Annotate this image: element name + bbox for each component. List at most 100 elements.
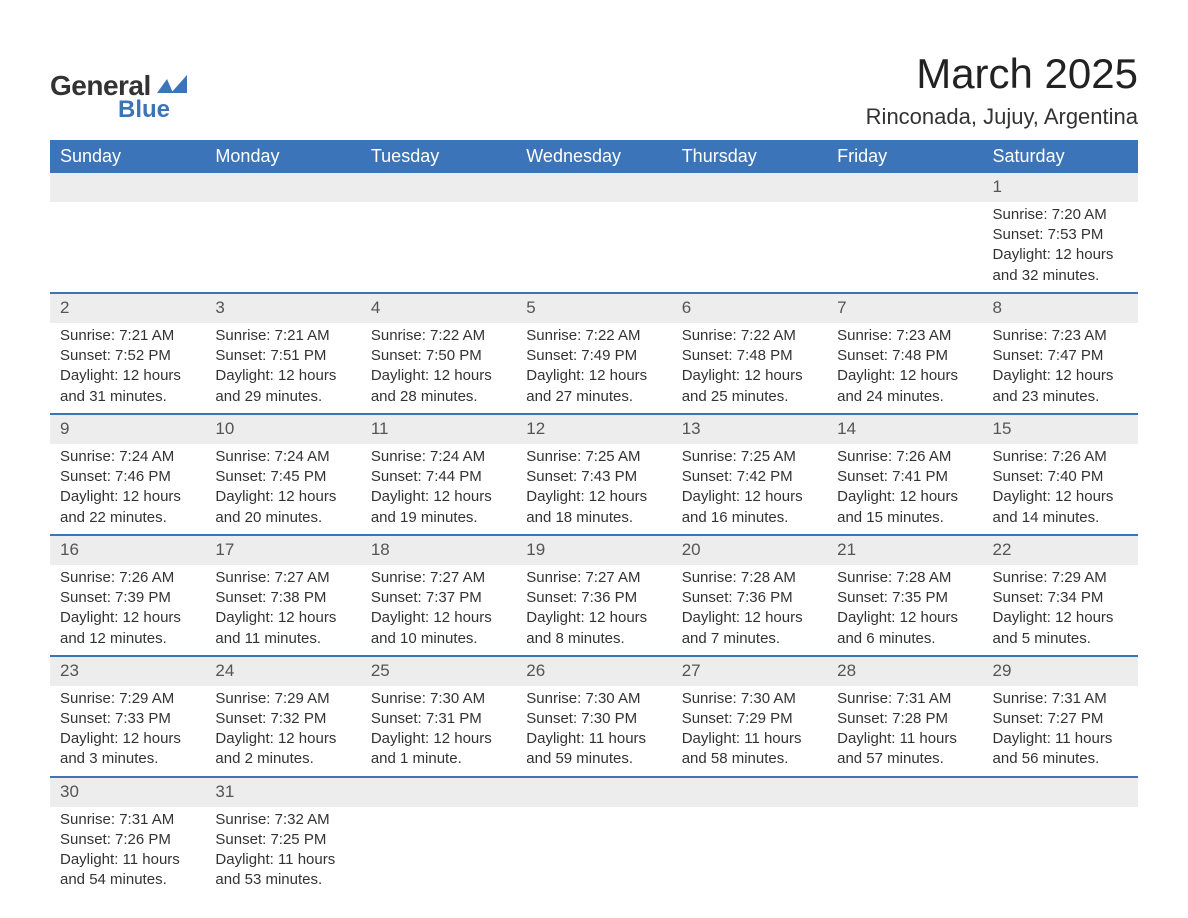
- day-number-cell: [361, 777, 516, 807]
- day-number-cell: [516, 173, 671, 202]
- day-number-cell: 3: [205, 293, 360, 323]
- day-number-cell: 21: [827, 535, 982, 565]
- daylight-text-1: Daylight: 12 hours: [526, 608, 661, 628]
- day-data-cell: Sunrise: 7:22 AMSunset: 7:48 PMDaylight:…: [672, 323, 827, 414]
- daylight-text-2: and 3 minutes.: [60, 749, 195, 769]
- daylight-text-1: Daylight: 12 hours: [371, 366, 506, 386]
- sunset-text: Sunset: 7:42 PM: [682, 467, 817, 487]
- day-number-cell: 8: [983, 293, 1138, 323]
- daylight-text-2: and 6 minutes.: [837, 629, 972, 649]
- sunrise-text: Sunrise: 7:27 AM: [371, 568, 506, 588]
- day-data-cell: [205, 202, 360, 293]
- daylight-text-1: Daylight: 11 hours: [526, 729, 661, 749]
- day-number-cell: 19: [516, 535, 671, 565]
- day-number-cell: 7: [827, 293, 982, 323]
- day-data-cell: Sunrise: 7:21 AMSunset: 7:51 PMDaylight:…: [205, 323, 360, 414]
- day-data-cell: Sunrise: 7:26 AMSunset: 7:40 PMDaylight:…: [983, 444, 1138, 535]
- week-data-row: Sunrise: 7:31 AMSunset: 7:26 PMDaylight:…: [50, 807, 1138, 897]
- location-subtitle: Rinconada, Jujuy, Argentina: [866, 104, 1138, 130]
- day-number-cell: 31: [205, 777, 360, 807]
- day-number-cell: 13: [672, 414, 827, 444]
- day-data-cell: Sunrise: 7:28 AMSunset: 7:35 PMDaylight:…: [827, 565, 982, 656]
- week-number-row: 2345678: [50, 293, 1138, 323]
- sunset-text: Sunset: 7:45 PM: [215, 467, 350, 487]
- daylight-text-2: and 20 minutes.: [215, 508, 350, 528]
- day-number-cell: [827, 173, 982, 202]
- sunset-text: Sunset: 7:43 PM: [526, 467, 661, 487]
- day-number-cell: 14: [827, 414, 982, 444]
- weekday-header: Saturday: [983, 140, 1138, 173]
- day-data-cell: Sunrise: 7:22 AMSunset: 7:50 PMDaylight:…: [361, 323, 516, 414]
- day-data-cell: [827, 202, 982, 293]
- sunrise-text: Sunrise: 7:22 AM: [526, 326, 661, 346]
- day-data-cell: Sunrise: 7:30 AMSunset: 7:31 PMDaylight:…: [361, 686, 516, 777]
- day-number-cell: 1: [983, 173, 1138, 202]
- sunrise-text: Sunrise: 7:24 AM: [371, 447, 506, 467]
- sunrise-text: Sunrise: 7:22 AM: [682, 326, 817, 346]
- sunset-text: Sunset: 7:48 PM: [837, 346, 972, 366]
- day-data-cell: [361, 202, 516, 293]
- day-data-cell: Sunrise: 7:29 AMSunset: 7:33 PMDaylight:…: [50, 686, 205, 777]
- sunrise-text: Sunrise: 7:27 AM: [526, 568, 661, 588]
- sunset-text: Sunset: 7:46 PM: [60, 467, 195, 487]
- weekday-header-row: SundayMondayTuesdayWednesdayThursdayFrid…: [50, 140, 1138, 173]
- sunrise-text: Sunrise: 7:24 AM: [60, 447, 195, 467]
- day-number-cell: 28: [827, 656, 982, 686]
- daylight-text-2: and 8 minutes.: [526, 629, 661, 649]
- day-number-cell: 22: [983, 535, 1138, 565]
- daylight-text-2: and 29 minutes.: [215, 387, 350, 407]
- day-number-cell: 11: [361, 414, 516, 444]
- day-data-cell: Sunrise: 7:32 AMSunset: 7:25 PMDaylight:…: [205, 807, 360, 897]
- day-number-cell: 6: [672, 293, 827, 323]
- sunset-text: Sunset: 7:27 PM: [993, 709, 1128, 729]
- sunset-text: Sunset: 7:29 PM: [682, 709, 817, 729]
- daylight-text-1: Daylight: 12 hours: [837, 487, 972, 507]
- day-number-cell: [827, 777, 982, 807]
- day-number-cell: [205, 173, 360, 202]
- sunset-text: Sunset: 7:47 PM: [993, 346, 1128, 366]
- daylight-text-2: and 27 minutes.: [526, 387, 661, 407]
- daylight-text-2: and 16 minutes.: [682, 508, 817, 528]
- daylight-text-1: Daylight: 12 hours: [60, 729, 195, 749]
- brand-logo: General Blue: [50, 70, 187, 124]
- day-number-cell: 17: [205, 535, 360, 565]
- day-data-cell: Sunrise: 7:29 AMSunset: 7:32 PMDaylight:…: [205, 686, 360, 777]
- daylight-text-1: Daylight: 12 hours: [993, 366, 1128, 386]
- day-number-cell: [672, 173, 827, 202]
- sunset-text: Sunset: 7:48 PM: [682, 346, 817, 366]
- day-data-cell: Sunrise: 7:24 AMSunset: 7:45 PMDaylight:…: [205, 444, 360, 535]
- daylight-text-1: Daylight: 11 hours: [837, 729, 972, 749]
- daylight-text-1: Daylight: 12 hours: [682, 608, 817, 628]
- daylight-text-2: and 53 minutes.: [215, 870, 350, 890]
- daylight-text-1: Daylight: 12 hours: [682, 487, 817, 507]
- day-number-cell: 16: [50, 535, 205, 565]
- day-data-cell: Sunrise: 7:27 AMSunset: 7:38 PMDaylight:…: [205, 565, 360, 656]
- day-data-cell: [672, 807, 827, 897]
- sunrise-text: Sunrise: 7:27 AM: [215, 568, 350, 588]
- day-data-cell: [827, 807, 982, 897]
- brand-flag-icon: [157, 75, 187, 95]
- week-number-row: 16171819202122: [50, 535, 1138, 565]
- daylight-text-2: and 18 minutes.: [526, 508, 661, 528]
- daylight-text-1: Daylight: 12 hours: [837, 608, 972, 628]
- day-data-cell: Sunrise: 7:21 AMSunset: 7:52 PMDaylight:…: [50, 323, 205, 414]
- day-data-cell: [672, 202, 827, 293]
- daylight-text-2: and 15 minutes.: [837, 508, 972, 528]
- week-number-row: 1: [50, 173, 1138, 202]
- day-number-cell: [50, 173, 205, 202]
- daylight-text-1: Daylight: 12 hours: [60, 608, 195, 628]
- daylight-text-1: Daylight: 12 hours: [371, 729, 506, 749]
- day-number-cell: 4: [361, 293, 516, 323]
- daylight-text-2: and 31 minutes.: [60, 387, 195, 407]
- day-data-cell: Sunrise: 7:26 AMSunset: 7:41 PMDaylight:…: [827, 444, 982, 535]
- daylight-text-1: Daylight: 12 hours: [526, 366, 661, 386]
- day-number-cell: 12: [516, 414, 671, 444]
- sunset-text: Sunset: 7:25 PM: [215, 830, 350, 850]
- day-number-cell: 9: [50, 414, 205, 444]
- daylight-text-1: Daylight: 12 hours: [215, 487, 350, 507]
- title-block: March 2025 Rinconada, Jujuy, Argentina: [866, 50, 1138, 130]
- daylight-text-1: Daylight: 12 hours: [371, 487, 506, 507]
- sunset-text: Sunset: 7:32 PM: [215, 709, 350, 729]
- daylight-text-2: and 2 minutes.: [215, 749, 350, 769]
- sunrise-text: Sunrise: 7:21 AM: [60, 326, 195, 346]
